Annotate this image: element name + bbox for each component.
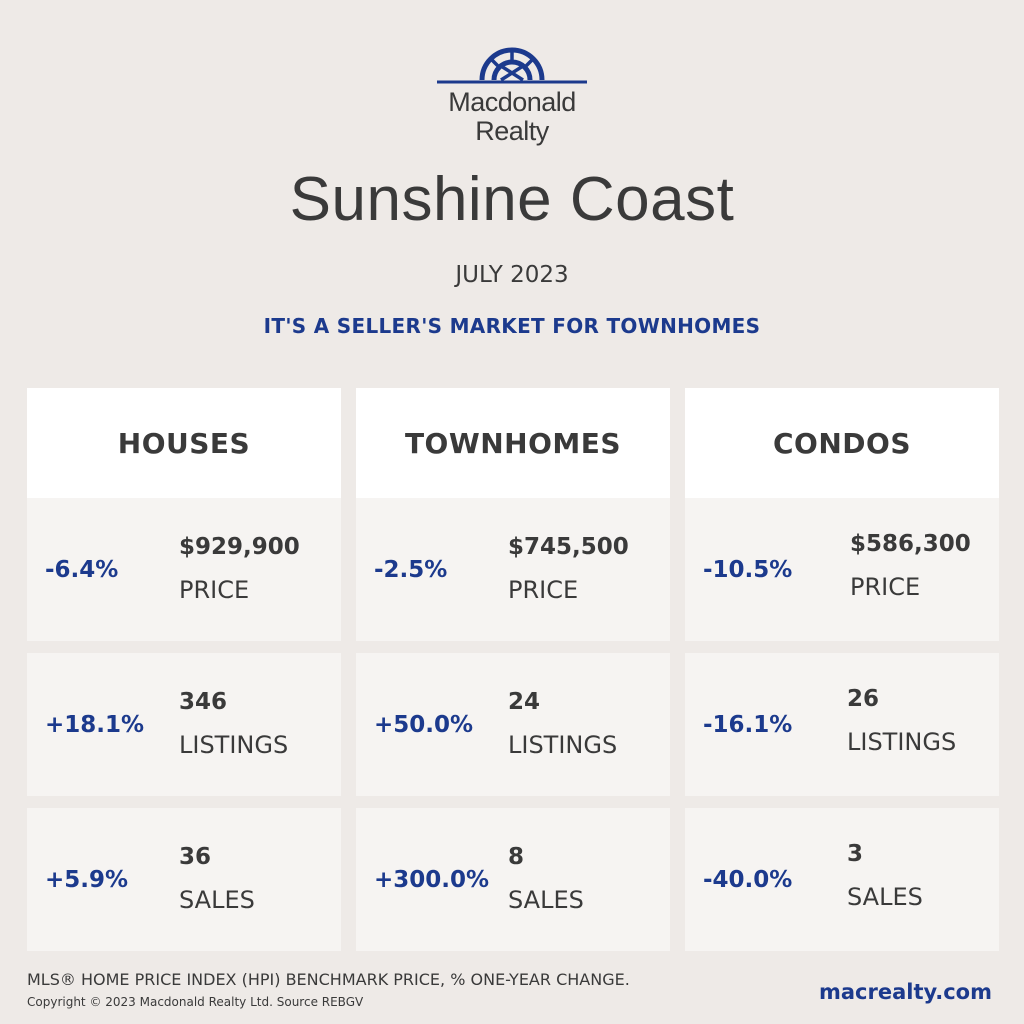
column-townhomes: TOWNHOMES -2.5% $745,500 PRICE +50.0% 24… <box>356 388 670 963</box>
sales-change: -40.0% <box>703 866 793 893</box>
sales-label: SALES <box>847 883 923 911</box>
footer-copyright: Copyright © 2023 Macdonald Realty Ltd. S… <box>27 995 364 1009</box>
brand-name-line1: Macdonald <box>448 87 576 117</box>
report-date: JULY 2023 <box>455 262 569 288</box>
price-value: $586,300 <box>850 531 971 557</box>
price-card: -6.4% $929,900 PRICE <box>27 498 341 641</box>
column-title: TOWNHOMES <box>356 388 670 498</box>
sales-card: +5.9% 36 SALES <box>27 808 341 951</box>
listings-card: +18.1% 346 LISTINGS <box>27 653 341 796</box>
market-headline: IT'S A SELLER'S MARKET FOR TOWNHOMES <box>263 314 761 338</box>
listings-change: -16.1% <box>703 711 793 738</box>
footer-note: MLS® HOME PRICE INDEX (HPI) BENCHMARK PR… <box>27 970 630 989</box>
listings-change: +18.1% <box>45 711 145 738</box>
listings-label: LISTINGS <box>508 731 618 759</box>
sales-card: -40.0% 3 SALES <box>685 808 999 951</box>
column-title: CONDOS <box>685 388 999 498</box>
column-houses: HOUSES -6.4% $929,900 PRICE +18.1% 346 L… <box>27 388 341 963</box>
sales-label: SALES <box>508 886 584 914</box>
price-change: -6.4% <box>45 556 119 583</box>
sales-value: 8 <box>508 844 525 870</box>
brand-logo: Macdonald Realty <box>0 36 1024 146</box>
price-label: PRICE <box>508 576 579 604</box>
listings-value: 26 <box>847 686 880 712</box>
price-change: -2.5% <box>374 556 448 583</box>
sales-value: 36 <box>179 844 212 870</box>
sales-change: +5.9% <box>45 866 129 893</box>
listings-label: LISTINGS <box>847 728 957 756</box>
brand-name-line2: Realty <box>475 116 549 146</box>
listings-value: 346 <box>179 689 228 715</box>
price-card: -10.5% $586,300 PRICE <box>685 498 999 641</box>
listings-card: -16.1% 26 LISTINGS <box>685 653 999 796</box>
price-change: -10.5% <box>703 556 793 583</box>
listings-label: LISTINGS <box>179 731 289 759</box>
website-link[interactable]: macrealty.com <box>818 980 992 1004</box>
column-title: HOUSES <box>27 388 341 498</box>
price-label: PRICE <box>179 576 250 604</box>
price-label: PRICE <box>850 573 921 601</box>
price-value: $745,500 <box>508 534 629 560</box>
stats-grid: HOUSES -6.4% $929,900 PRICE +18.1% 346 L… <box>27 388 999 963</box>
price-card: -2.5% $745,500 PRICE <box>356 498 670 641</box>
price-value: $929,900 <box>179 534 300 560</box>
sales-value: 3 <box>847 841 864 867</box>
region-title: Sunshine Coast <box>289 165 735 234</box>
sales-card: +300.0% 8 SALES <box>356 808 670 951</box>
sales-change: +300.0% <box>374 866 490 893</box>
sales-label: SALES <box>179 886 255 914</box>
listings-card: +50.0% 24 LISTINGS <box>356 653 670 796</box>
sun-arches-logo-icon <box>437 47 587 84</box>
listings-change: +50.0% <box>374 711 474 738</box>
column-condos: CONDOS -10.5% $586,300 PRICE -16.1% 26 L… <box>685 388 999 963</box>
listings-value: 24 <box>508 689 541 715</box>
